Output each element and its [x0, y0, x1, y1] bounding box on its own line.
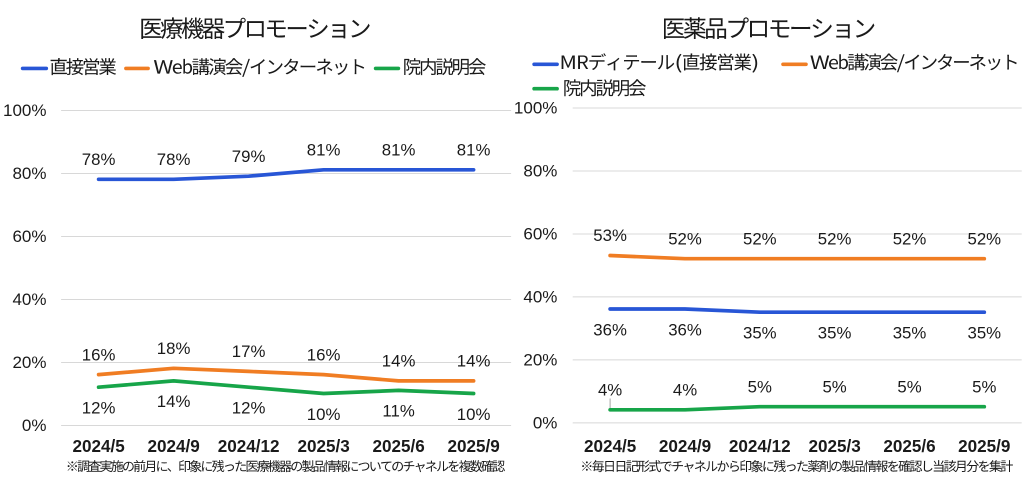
svg-text:5%: 5%: [972, 377, 996, 396]
svg-text:35%: 35%: [968, 324, 1002, 343]
svg-text:81%: 81%: [382, 141, 416, 160]
svg-text:35%: 35%: [893, 324, 927, 343]
svg-text:2024/9: 2024/9: [147, 437, 199, 456]
svg-text:16%: 16%: [307, 345, 341, 364]
svg-text:52%: 52%: [668, 229, 702, 248]
svg-text:5%: 5%: [748, 377, 772, 396]
svg-text:5%: 5%: [897, 377, 921, 396]
svg-text:2024/5: 2024/5: [584, 437, 637, 456]
svg-text:11%: 11%: [382, 402, 414, 421]
svg-text:5%: 5%: [822, 377, 846, 396]
svg-text:52%: 52%: [818, 229, 852, 248]
svg-text:2025/9: 2025/9: [447, 437, 499, 456]
svg-text:14%: 14%: [157, 392, 191, 411]
svg-text:52%: 52%: [968, 229, 1002, 248]
svg-text:2025/9: 2025/9: [958, 437, 1010, 456]
svg-text:35%: 35%: [818, 324, 852, 343]
svg-text:35%: 35%: [743, 324, 777, 343]
svg-text:17%: 17%: [232, 342, 266, 361]
svg-text:40%: 40%: [523, 288, 557, 307]
svg-text:81%: 81%: [457, 141, 491, 160]
svg-text:100%: 100%: [514, 99, 557, 118]
svg-text:2025/6: 2025/6: [372, 437, 424, 456]
svg-text:20%: 20%: [523, 351, 557, 370]
svg-text:40%: 40%: [12, 290, 46, 309]
svg-text:14%: 14%: [382, 352, 416, 371]
svg-text:12%: 12%: [82, 399, 116, 418]
svg-text:100%: 100%: [3, 101, 46, 120]
svg-text:52%: 52%: [743, 229, 777, 248]
svg-text:2024/12: 2024/12: [218, 437, 280, 456]
svg-text:78%: 78%: [157, 150, 191, 169]
svg-text:2024/9: 2024/9: [659, 437, 711, 456]
svg-text:0%: 0%: [22, 416, 47, 435]
svg-text:78%: 78%: [82, 150, 116, 169]
svg-text:2024/5: 2024/5: [72, 437, 125, 456]
svg-text:60%: 60%: [523, 225, 557, 244]
svg-text:12%: 12%: [232, 399, 266, 418]
svg-text:10%: 10%: [457, 405, 491, 424]
svg-text:81%: 81%: [307, 141, 341, 160]
svg-text:60%: 60%: [12, 227, 46, 246]
svg-text:2025/3: 2025/3: [297, 437, 349, 456]
svg-text:2025/6: 2025/6: [883, 437, 935, 456]
svg-text:80%: 80%: [523, 162, 557, 181]
svg-text:2025/3: 2025/3: [808, 437, 860, 456]
svg-text:2024/12: 2024/12: [729, 437, 791, 456]
svg-text:16%: 16%: [82, 345, 116, 364]
svg-text:80%: 80%: [12, 164, 46, 183]
svg-text:53%: 53%: [593, 226, 627, 245]
svg-text:18%: 18%: [157, 339, 191, 358]
svg-text:36%: 36%: [668, 320, 702, 339]
svg-text:52%: 52%: [893, 229, 927, 248]
svg-text:4%: 4%: [673, 381, 697, 400]
svg-text:14%: 14%: [457, 352, 491, 371]
svg-text:36%: 36%: [593, 320, 627, 339]
svg-text:0%: 0%: [533, 414, 558, 433]
svg-text:20%: 20%: [12, 353, 46, 372]
svg-text:79%: 79%: [232, 147, 266, 166]
svg-text:4%: 4%: [598, 381, 622, 400]
svg-text:10%: 10%: [307, 405, 341, 424]
